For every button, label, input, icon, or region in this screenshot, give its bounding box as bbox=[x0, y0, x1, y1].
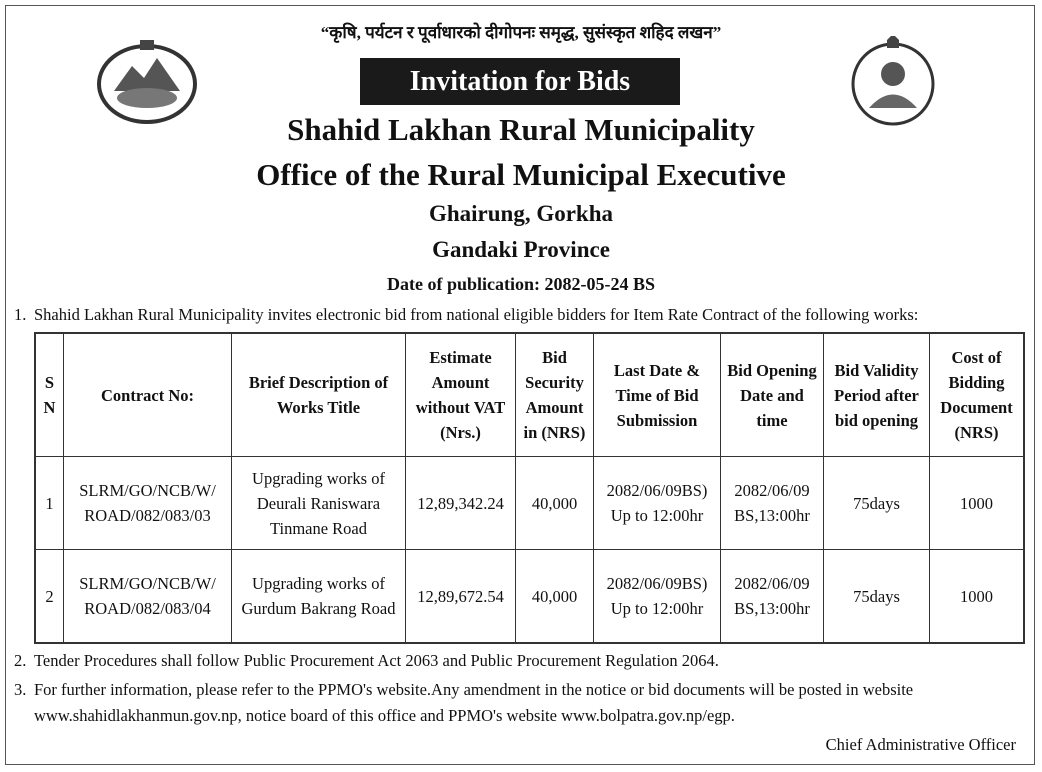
page-border bbox=[5, 5, 1035, 765]
note: 3. For further information, please refer … bbox=[14, 677, 1018, 729]
table-cell: SLRM/GO/NCB/W/ ROAD/082/083/03 bbox=[63, 456, 232, 550]
table-cell: 1 bbox=[35, 456, 64, 550]
intro: 1. Shahid Lakhan Rural Municipality invit… bbox=[14, 302, 1024, 328]
column-header: Bid Opening Date and time bbox=[720, 333, 824, 457]
column-header: S N bbox=[35, 333, 64, 457]
column-header: Last Date & Time of Bid Submission bbox=[593, 333, 721, 457]
item-text: Shahid Lakhan Rural Municipality invites… bbox=[34, 305, 919, 324]
table-cell: 2082/06/09 BS,13:00hr bbox=[720, 549, 824, 643]
table-cell: Upgrading works of Deurali Raniswara Tin… bbox=[231, 456, 406, 550]
column-header: Bid Validity Period after bid opening bbox=[823, 333, 930, 457]
table-cell: 2082/06/09BS) Up to 12:00hr bbox=[593, 549, 721, 643]
table-cell: 2082/06/09BS) Up to 12:00hr bbox=[593, 456, 721, 550]
column-header: Estimate Amount without VAT (Nrs.) bbox=[405, 333, 516, 457]
location: Ghairung, Gorkha bbox=[428, 201, 614, 226]
logo-municipality bbox=[851, 36, 935, 126]
table-cell: 12,89,672.54 bbox=[405, 549, 516, 643]
office: Office of the Rural Municipal Executive bbox=[256, 157, 786, 192]
note: 2. Tender Procedures shall follow Public … bbox=[14, 648, 1024, 674]
table-cell: 12,89,342.24 bbox=[405, 456, 516, 550]
column-header: Bid Security Amount in (NRS) bbox=[515, 333, 594, 457]
slogan: “कृषि, पर्यटन र पूर्वाधारको दीगोपनः समृद… bbox=[320, 23, 722, 42]
date: Date of publication: 2082-05-24 BS bbox=[386, 274, 655, 294]
table-cell: 1000 bbox=[929, 549, 1024, 643]
table-cell: SLRM/GO/NCB/W/ ROAD/082/083/04 bbox=[63, 549, 232, 643]
column-header: Contract No: bbox=[63, 333, 232, 457]
signature: Chief Administrative Officer bbox=[825, 735, 1016, 754]
column-header: Brief Description of Works Title bbox=[231, 333, 406, 457]
table-cell: 40,000 bbox=[515, 549, 594, 643]
table-cell: Upgrading works of Gurdum Bakrang Road bbox=[231, 549, 406, 643]
item-number: 2. bbox=[14, 651, 27, 670]
table-cell: 75days bbox=[823, 456, 930, 550]
banner: Invitation for Bids bbox=[360, 58, 680, 105]
title: Shahid Lakhan Rural Municipality bbox=[287, 112, 755, 147]
table-cell: 2 bbox=[35, 549, 64, 643]
item-number: 1. bbox=[14, 305, 27, 324]
table-cell: 40,000 bbox=[515, 456, 594, 550]
item-text: Tender Procedures shall follow Public Pr… bbox=[34, 651, 719, 670]
column-header: Cost of Bidding Document (NRS) bbox=[929, 333, 1024, 457]
item-number: 3. bbox=[14, 680, 27, 699]
table-cell: 2082/06/09 BS,13:00hr bbox=[720, 456, 824, 550]
table-cell: 1000 bbox=[929, 456, 1024, 550]
item-text: For further information, please refer to… bbox=[34, 680, 914, 725]
bid-table: S N Contract No: Brief Description of Work… bbox=[34, 332, 1025, 644]
table-row: 1 SLRM/GO/NCB/W/ ROAD/082/083/03 Upgrading… bbox=[35, 456, 1024, 550]
table-row: 2 SLRM/GO/NCB/W/ ROAD/082/083/04 Upgrading… bbox=[35, 549, 1024, 643]
province: Gandaki Province bbox=[432, 237, 610, 262]
table-cell: 75days bbox=[823, 549, 930, 643]
logo-nepal bbox=[97, 40, 197, 124]
